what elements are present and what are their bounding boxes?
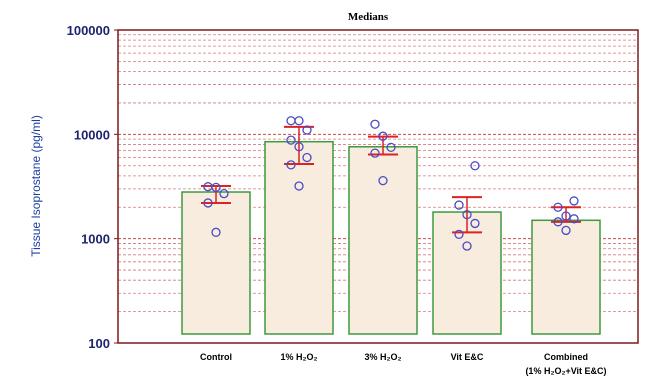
data-point — [286, 135, 296, 145]
y-tick-label: 1000 — [81, 232, 110, 247]
bars — [181, 140, 601, 335]
data-point — [294, 142, 304, 152]
data-point — [286, 160, 296, 170]
data-point — [553, 217, 563, 227]
bar-4 — [531, 219, 601, 335]
data-point — [470, 161, 480, 171]
data-point — [370, 148, 380, 158]
y-axis-ticks: 100 1000 10000 100000 — [67, 23, 118, 351]
data-point — [219, 189, 229, 199]
y-tick-label: 100000 — [67, 23, 110, 38]
data-point — [561, 211, 571, 221]
y-tick-label: 100 — [88, 336, 110, 351]
error-bars — [201, 125, 581, 234]
x-tick-label: 1% H₂O₂ — [280, 352, 317, 362]
x-tick-label: Control — [200, 352, 232, 362]
data-point — [561, 225, 571, 236]
y-axis-label: Tissue Isoprostane (pg/ml) — [29, 115, 43, 257]
data-point — [294, 181, 304, 191]
data-point — [454, 229, 464, 239]
data-point — [203, 182, 213, 192]
bar-1 — [264, 140, 334, 335]
x-tick-label-line2: (1% H₂O₂+Vit E&C) — [525, 366, 606, 376]
x-tick-label: Vit E&C — [451, 352, 484, 362]
data-point — [378, 175, 388, 186]
data-point — [211, 227, 221, 237]
x-tick-label: 3% H₂O₂ — [364, 352, 401, 362]
data-point — [203, 198, 213, 208]
y-tick-label: 10000 — [74, 127, 110, 142]
x-tick-label: Combined — [544, 352, 588, 362]
data-point — [378, 131, 388, 141]
bar-0 — [181, 191, 251, 335]
data-point — [294, 116, 304, 126]
data-point — [569, 214, 579, 224]
data-point — [462, 209, 472, 220]
data-point — [386, 142, 396, 153]
data-point — [286, 116, 296, 126]
data-point — [569, 196, 579, 206]
data-point — [370, 119, 380, 129]
data-point — [553, 202, 563, 212]
data-point — [302, 152, 312, 163]
data-point — [462, 241, 472, 251]
chart-title: Medians — [348, 11, 389, 23]
data-point — [470, 218, 480, 229]
data-point — [454, 200, 464, 210]
bar-2 — [348, 146, 418, 335]
bar-3 — [432, 211, 502, 335]
data-points — [203, 116, 579, 251]
data-point — [302, 125, 312, 135]
plot-frame — [117, 29, 639, 344]
x-axis-ticks: Control 1% H₂O₂ 3% H₂O₂ Vit E&C Combined (1% … — [200, 352, 607, 376]
